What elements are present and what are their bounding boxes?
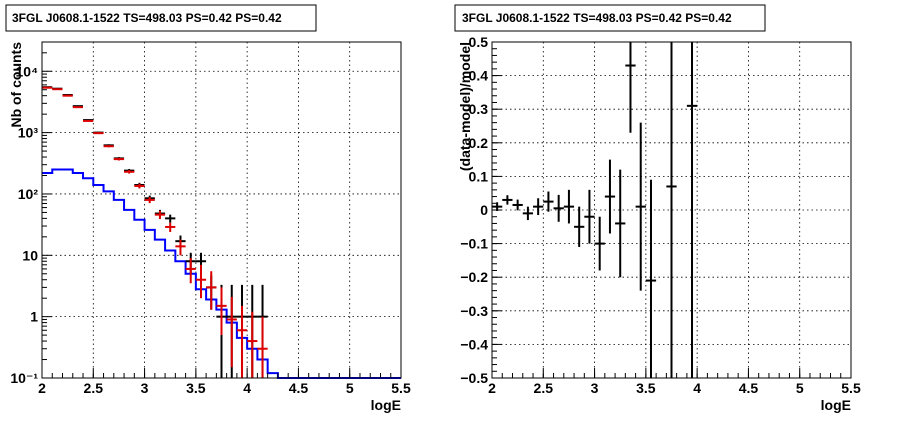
right-y-tick-label: 0.2 bbox=[469, 135, 489, 151]
right-series0-point bbox=[512, 199, 523, 211]
right-series0-point bbox=[686, 42, 698, 378]
right-y-tick-label: 0.5 bbox=[469, 34, 489, 50]
left-series2-point bbox=[72, 106, 84, 109]
left-x-tick-label: 5.5 bbox=[391, 380, 411, 396]
right-x-tick-label: 3 bbox=[591, 380, 599, 396]
right-series0-point bbox=[594, 216, 605, 271]
right-y-tick-label: −0.4 bbox=[460, 336, 488, 352]
right-series0-point bbox=[543, 191, 554, 212]
left-series2-point bbox=[236, 305, 248, 378]
left-series2-point bbox=[185, 258, 196, 284]
right-x-tick-label: 2.5 bbox=[534, 380, 554, 396]
right-series0-point bbox=[625, 42, 636, 133]
left-y-tick-label: 10⁻¹ bbox=[10, 370, 38, 386]
right-series0-point bbox=[522, 206, 534, 221]
left-y-tick-label: 1 bbox=[30, 309, 38, 325]
left-series2-point bbox=[103, 145, 114, 148]
right-panel: 3FGL J0608.1-1522 TS=498.03 PS=0.42 PS=0… bbox=[454, 4, 861, 413]
right-y-tick-label: 0.1 bbox=[469, 168, 489, 184]
left-axes-frame bbox=[41, 41, 402, 379]
right-x-tick-label: 4 bbox=[693, 380, 701, 396]
right-y-tick-label: 0.4 bbox=[469, 68, 489, 84]
left-series2-point bbox=[83, 119, 94, 122]
left-axis-ticks: 2 2.5 3 3.5 4 4.5 5 5.5 10⁻¹ 1 10 10² 10³ 10⁴ bbox=[10, 52, 411, 396]
left-y-axis-label: Nb of counts bbox=[8, 42, 24, 128]
right-series0-point bbox=[666, 42, 677, 378]
left-series2-point bbox=[62, 94, 73, 97]
left-series2-point bbox=[52, 88, 63, 91]
right-series0-point bbox=[502, 195, 513, 205]
left-x-tick-label: 4.5 bbox=[289, 380, 309, 396]
left-series2-point bbox=[93, 132, 104, 135]
left-y-tick-label: 10 bbox=[22, 247, 38, 263]
left-x-tick-label: 3.5 bbox=[186, 380, 206, 396]
left-series2-point bbox=[247, 311, 258, 378]
right-series0-point bbox=[574, 206, 585, 247]
left-plot-area bbox=[42, 86, 401, 379]
left-y-tick-label: 10⁴ bbox=[16, 63, 39, 79]
right-x-tick-label: 3.5 bbox=[636, 380, 656, 396]
right-series0-point bbox=[563, 189, 575, 224]
right-series0-point bbox=[604, 159, 616, 234]
right-grid bbox=[492, 42, 851, 378]
right-series0-point bbox=[615, 169, 626, 278]
right-y-tick-label: −0.1 bbox=[460, 236, 488, 252]
right-series0-point bbox=[584, 189, 595, 244]
left-x-tick-label: 2 bbox=[38, 380, 46, 396]
left-x-tick-label: 2.5 bbox=[84, 380, 104, 396]
left-series2-point bbox=[195, 264, 207, 299]
left-series2-point bbox=[216, 287, 227, 336]
right-y-tick-label: −0.5 bbox=[460, 370, 488, 386]
right-series0-point bbox=[533, 198, 544, 216]
right-y-tick-label: −0.2 bbox=[460, 269, 488, 285]
left-x-tick-label: 4 bbox=[243, 380, 251, 396]
right-title-box bbox=[454, 4, 766, 32]
left-y-tick-label: 10² bbox=[18, 186, 39, 202]
left-series2-point bbox=[257, 316, 268, 378]
left-title-box bbox=[5, 4, 317, 32]
left-x-tick-label: 5 bbox=[346, 380, 354, 396]
right-x-tick-label: 4.5 bbox=[739, 380, 759, 396]
left-x-axis-label: logE bbox=[371, 397, 401, 413]
left-y-tick-label: 10³ bbox=[18, 125, 39, 141]
left-series2-point bbox=[206, 271, 217, 310]
right-x-tick-label: 5 bbox=[796, 380, 804, 396]
right-x-tick-label: 2 bbox=[488, 380, 496, 396]
right-series0-point bbox=[645, 179, 657, 378]
left-series1-point bbox=[165, 214, 176, 223]
right-y-tick-label: −0.3 bbox=[460, 303, 488, 319]
right-x-tick-label: 5.5 bbox=[841, 380, 861, 396]
left-series2-point bbox=[124, 170, 135, 174]
right-y-axis-label: (data-model)/model bbox=[457, 42, 473, 171]
left-series2-point bbox=[175, 239, 186, 256]
left-series2-point bbox=[113, 157, 125, 161]
left-series2-point bbox=[42, 86, 53, 89]
right-series0-point bbox=[553, 194, 564, 222]
left-series2-point bbox=[165, 222, 176, 232]
right-y-tick-label: 0.3 bbox=[469, 101, 489, 117]
right-x-axis-label: logE bbox=[821, 397, 851, 413]
right-title: 3FGL J0608.1-1522 TS=498.03 PS=0.42 PS=0… bbox=[462, 11, 732, 25]
right-series0-point bbox=[635, 122, 646, 291]
right-axis-ticks: 2 2.5 3 3.5 4 4.5 5 5.5 −0.5 −0.4 −0.3 −0.2 −0.1 0 0.1… bbox=[460, 34, 861, 396]
right-plot-area bbox=[492, 42, 698, 378]
left-series2-point bbox=[154, 210, 166, 220]
left-panel: 3FGL J0608.1-1522 TS=498.03 PS=0.42 PS=0… bbox=[5, 4, 411, 413]
left-title: 3FGL J0608.1-1522 TS=498.03 PS=0.42 PS=0… bbox=[12, 11, 282, 25]
left-series2-point bbox=[144, 197, 155, 204]
left-x-tick-label: 3 bbox=[141, 380, 149, 396]
right-y-tick-label: 0 bbox=[480, 202, 488, 218]
left-series2-point bbox=[134, 183, 145, 189]
left-series2-point bbox=[226, 296, 237, 368]
